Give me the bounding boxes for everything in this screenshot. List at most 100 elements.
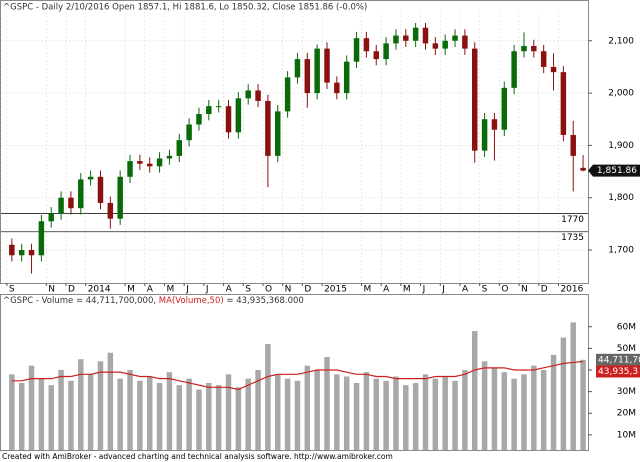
volume-bar [462, 370, 468, 450]
candle-body [38, 221, 45, 256]
volume-bar [511, 378, 517, 450]
volume-bar [9, 374, 15, 450]
candle-body [225, 106, 232, 133]
candle-body [491, 119, 498, 130]
volume-bar [422, 374, 429, 450]
candle-body [127, 161, 133, 177]
volume-bar [560, 337, 567, 450]
candle-body [18, 250, 25, 256]
y-tick-label: 1,800 [608, 193, 634, 203]
volume-bar [501, 372, 508, 450]
x-tick-label: S [245, 285, 251, 295]
volume-bar [472, 331, 478, 450]
level-label: 1735 [561, 233, 584, 243]
volume-bar [196, 389, 202, 450]
volume-bar [137, 380, 143, 450]
candle-body [511, 51, 517, 88]
candle-body [540, 51, 547, 67]
volume-bar [48, 385, 54, 450]
x-tick-label: D [304, 285, 311, 295]
volume-bar [245, 378, 251, 450]
candle-body [137, 161, 143, 164]
candle-body [235, 98, 242, 133]
candle-body [334, 82, 340, 94]
candle-body [9, 244, 15, 256]
candle-body [107, 202, 114, 219]
x-tick-label: N [285, 285, 292, 295]
volume-bar [58, 370, 64, 450]
candle-body [393, 35, 399, 44]
candle-body [68, 197, 74, 209]
x-tick-label: 2015 [324, 285, 347, 295]
volume-bar [68, 380, 74, 450]
candle-body [343, 61, 350, 94]
x-tick-label: A [383, 285, 390, 295]
volume-bar [87, 374, 94, 450]
volume-bar [38, 378, 45, 450]
x-tick-label: O [501, 285, 508, 295]
x-tick-label: M [403, 285, 411, 295]
volume-bar [363, 372, 370, 450]
volume-bar [225, 374, 232, 450]
value-label: 44,711,70 [598, 355, 640, 365]
volume-bar [294, 380, 301, 450]
x-tick-label: D [68, 285, 75, 295]
volume-bar [442, 376, 448, 450]
volume-bar [284, 378, 291, 450]
close-marker [588, 164, 640, 177]
volume-bar [206, 382, 212, 450]
volume-bar [343, 376, 350, 450]
ma-line [11, 360, 584, 391]
candle-body [570, 134, 576, 156]
x-tick-label: A [226, 285, 233, 295]
volume-bar [324, 357, 330, 450]
volume-bar [117, 378, 123, 450]
y-tick-label: 10M [617, 430, 636, 440]
y-tick-label: 1,900 [608, 141, 634, 151]
candle-body [550, 66, 557, 73]
candle-body [196, 114, 202, 125]
x-tick-label: A [462, 285, 469, 295]
y-tick-label: 20M [617, 409, 636, 419]
x-tick-label: M [363, 285, 371, 295]
x-tick-label: N [48, 285, 55, 295]
volume-bar [107, 352, 114, 450]
candle-body [294, 59, 301, 78]
candle-body [206, 106, 212, 115]
volume-bar [176, 385, 183, 450]
candle-body [117, 176, 123, 219]
candle-body [373, 51, 379, 60]
candle-body [176, 140, 183, 156]
y-tick-label: 2,100 [608, 36, 634, 46]
level-label: 1770 [561, 215, 584, 225]
volume-bar [156, 382, 163, 450]
candle-body [146, 163, 153, 167]
y-tick-label: 60M [617, 322, 636, 332]
candle-body [78, 179, 84, 209]
volume-bar [403, 385, 409, 450]
volume-bar [570, 322, 576, 450]
x-tick-label: J [185, 285, 189, 295]
volume-bar [540, 370, 547, 450]
volume-bar [491, 367, 498, 450]
volume-bar [186, 378, 192, 450]
candle-body [255, 90, 261, 101]
candle-body [28, 250, 35, 256]
candle-body [560, 72, 567, 135]
volume-bar [235, 387, 242, 450]
volume-bar [373, 378, 379, 450]
x-tick-label: M [166, 285, 174, 295]
volume-title: ^GSPC - Volume = 44,711,700,000, MA(Volu… [3, 296, 304, 306]
candle-body [432, 43, 439, 49]
volume-bar [146, 376, 153, 450]
volume-bar [334, 374, 340, 450]
candle-body [48, 213, 54, 222]
candle-body [304, 59, 311, 94]
volume-bar [97, 361, 104, 450]
value-marker [596, 353, 640, 366]
x-tick-label: J [441, 285, 445, 295]
volume-bar [18, 382, 25, 450]
volume-bar [521, 374, 527, 450]
volume-bar [531, 365, 537, 450]
x-tick-label: A [147, 285, 154, 295]
